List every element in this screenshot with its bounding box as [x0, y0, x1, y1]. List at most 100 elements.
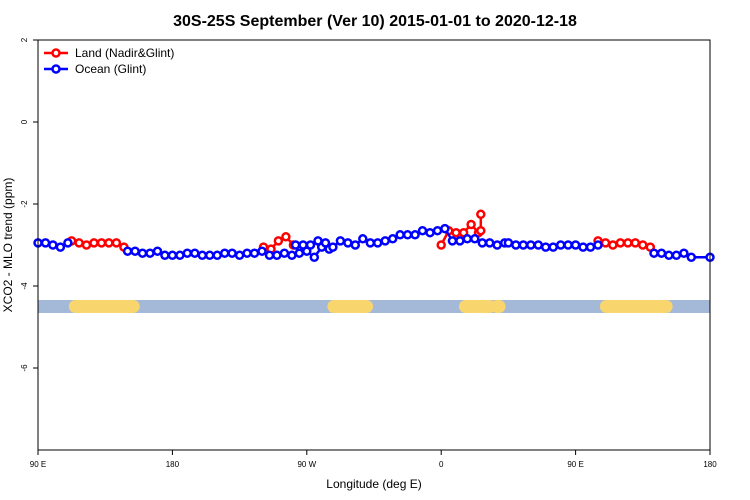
data-point: [436, 240, 446, 250]
data-point: [145, 248, 155, 258]
data-point: [313, 236, 323, 246]
y-tick-label: -2: [20, 200, 29, 208]
data-point: [671, 250, 682, 261]
y-axis-label: XCO2 - MLO trend (ppm): [1, 178, 15, 313]
data-point: [96, 238, 107, 248]
data-point: [432, 225, 443, 236]
data-point: [287, 250, 297, 261]
data-point: [365, 238, 376, 248]
data-point: [511, 240, 521, 250]
data-point: [343, 238, 353, 248]
data-point: [380, 236, 390, 246]
data-point: [130, 246, 140, 256]
data-point: [649, 248, 659, 258]
data-point: [533, 240, 544, 250]
data-point: [503, 238, 514, 248]
data-point: [593, 240, 603, 250]
data-point: [350, 240, 361, 250]
x-axis: 90 E 180 90 W 0 90 E 180: [30, 450, 717, 469]
data-point: [182, 248, 193, 258]
data-point: [451, 227, 461, 238]
data-point: [484, 238, 495, 248]
data-point: [447, 236, 458, 246]
y-tick-label: -6: [20, 364, 29, 372]
data-point: [623, 238, 633, 248]
data-point: [48, 240, 58, 250]
data-point: [242, 248, 252, 258]
data-point: [104, 238, 114, 248]
data-point: [227, 248, 237, 258]
y-tick-label: 2: [20, 37, 29, 42]
data-point: [526, 240, 536, 250]
data-point: [55, 242, 66, 252]
data-point: [63, 238, 73, 248]
data-point: [395, 230, 405, 240]
plot-frame: [37, 39, 711, 451]
data-point: [190, 248, 200, 258]
data-point: [686, 252, 697, 263]
chart-title: 30S-25S September (Ver 10) 2015-01-01 to…: [173, 13, 577, 30]
data-point: [462, 234, 473, 244]
data-point: [585, 242, 596, 252]
data-point: [257, 246, 267, 256]
legend-marker: [51, 64, 61, 74]
data-point: [548, 242, 558, 252]
data-point: [204, 250, 215, 261]
data-point: [320, 238, 331, 248]
data-point: [81, 240, 92, 250]
data-point: [477, 238, 488, 248]
data-point: [122, 246, 133, 256]
data-point: [540, 242, 551, 252]
data-point: [294, 248, 305, 258]
legend-label: Land (Nadir&Glint): [75, 46, 174, 60]
data-point: [249, 248, 260, 258]
data-point: [272, 250, 282, 261]
data-point: [518, 240, 529, 250]
data-point: [219, 248, 230, 258]
data-point: [137, 248, 148, 258]
data-point: [679, 248, 689, 258]
x-tick-label: 180: [703, 460, 717, 469]
data-point: [335, 236, 346, 246]
data-point: [305, 240, 316, 250]
data-point: [410, 230, 420, 240]
data-point: [167, 250, 178, 261]
data-point: [425, 227, 435, 238]
data-point: [492, 240, 502, 250]
data-point: [600, 238, 611, 248]
data-point: [40, 238, 51, 248]
series-layer: [33, 209, 715, 263]
series-ocean: [33, 223, 715, 263]
data-point: [563, 240, 573, 250]
data-point: [152, 246, 163, 256]
data-point: [89, 238, 99, 248]
data-point: [309, 252, 320, 263]
data-point: [175, 250, 185, 261]
data-point: [279, 248, 290, 258]
data-point: [387, 234, 398, 244]
data-point: [402, 230, 413, 240]
y-axis: 2 0 -2 -4 -6: [20, 37, 38, 372]
data-point: [570, 240, 581, 250]
data-point: [273, 236, 284, 246]
x-tick-label: 90 E: [30, 460, 46, 469]
data-point: [328, 242, 338, 252]
data-point: [74, 238, 84, 248]
data-point: [281, 232, 291, 242]
data-point: [160, 250, 170, 261]
y-tick-label: -4: [20, 282, 29, 290]
data-point: [358, 234, 368, 244]
data-point: [234, 250, 245, 261]
data-point: [470, 234, 480, 244]
data-point: [638, 240, 648, 250]
legend: Land (Nadir&Glint) Ocean (Glint): [44, 46, 174, 76]
data-point: [264, 250, 275, 261]
data-point: [290, 240, 301, 250]
data-point: [197, 250, 208, 261]
legend-label: Ocean (Glint): [75, 62, 146, 76]
data-point: [615, 238, 626, 248]
data-point: [111, 238, 122, 248]
data-point: [466, 219, 476, 230]
data-point: [630, 238, 641, 248]
x-tick-label: 90 W: [297, 460, 316, 469]
